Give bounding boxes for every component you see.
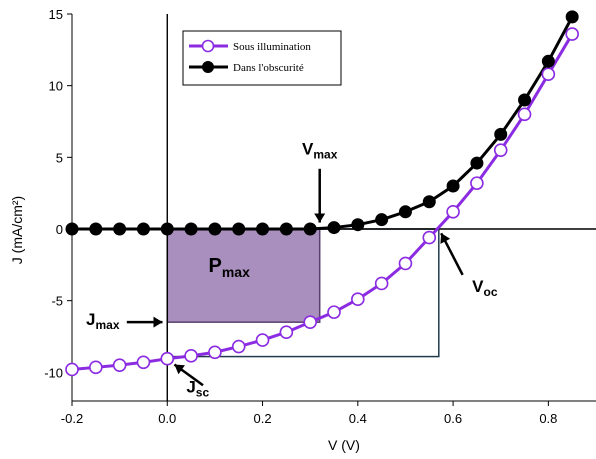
- series-markers: [65, 10, 579, 377]
- illumination-point: [565, 27, 579, 41]
- legend: Sous illumination Dans l'obscurité: [182, 30, 342, 86]
- legend-label-dark: Dans l'obscurité: [233, 62, 304, 74]
- dark-point: [279, 222, 293, 236]
- y-tick-label: 0: [56, 222, 63, 237]
- annotations: Vmax Jmax Voc Jsc: [86, 139, 498, 399]
- dark-point: [470, 156, 484, 170]
- illumination-point: [351, 292, 365, 307]
- illumination-point: [493, 143, 508, 157]
- x-tick-label: 0.0: [158, 411, 176, 426]
- illumination-point: [112, 358, 127, 372]
- dark-point: [256, 222, 270, 236]
- voc-arrow-head: [440, 233, 451, 244]
- x-tick-label: 0.2: [254, 411, 272, 426]
- illumination-point: [136, 355, 151, 370]
- plot-area: Pmax Vmax Jmax Voc Jsc: [65, 10, 596, 406]
- dark-point: [351, 218, 365, 232]
- jsc-arrow-head: [174, 364, 185, 375]
- dark-point: [89, 222, 103, 236]
- illumination-point: [231, 339, 246, 354]
- x-tick-label: -0.2: [61, 411, 83, 426]
- illumination-point: [279, 325, 294, 340]
- illumination-point: [470, 176, 484, 190]
- dark-point: [232, 222, 246, 236]
- x-tick-label: 0.6: [444, 411, 462, 426]
- dark-point: [422, 195, 436, 209]
- dark-point: [494, 127, 508, 141]
- dark-point: [398, 205, 412, 219]
- y-tick-labels: -10 -5 0 5 10 15: [44, 7, 63, 380]
- illumination-point: [398, 256, 413, 271]
- y-tick-label: 10: [49, 79, 63, 94]
- dark-point: [375, 213, 389, 227]
- legend-box: [182, 30, 342, 86]
- illumination-point: [303, 315, 317, 329]
- pmax-shaded-area: Pmax: [166, 228, 321, 323]
- dark-point: [303, 222, 317, 236]
- dark-point: [446, 179, 460, 193]
- illumination-point: [89, 360, 103, 375]
- dark-point: [208, 222, 222, 236]
- y-tick-label: -10: [44, 365, 63, 380]
- illumination-point: [65, 362, 79, 377]
- x-tick-label: 0.8: [539, 411, 557, 426]
- illumination-point: [184, 349, 198, 363]
- dark-point: [518, 93, 532, 107]
- vmax-label: Vmax: [302, 139, 338, 161]
- illumination-point: [327, 305, 341, 319]
- illumination-series-line: [71, 33, 574, 371]
- illumination-point: [422, 230, 437, 245]
- illumination-point: [374, 276, 389, 291]
- legend-marker-dark: [202, 61, 214, 73]
- dark-point: [184, 222, 198, 236]
- jmax-arrow-head: [153, 316, 163, 328]
- x-tick-labels: -0.2 0.0 0.2 0.4 0.6 0.8: [61, 411, 558, 426]
- dark-point: [136, 222, 150, 236]
- illumination-point: [446, 205, 460, 219]
- x-axis-title: V (V): [328, 437, 360, 453]
- x-tick-label: 0.4: [349, 411, 367, 426]
- voc-label: Voc: [472, 277, 498, 299]
- dark-point: [65, 222, 79, 236]
- dark-point: [113, 222, 127, 236]
- illumination-point: [517, 107, 532, 122]
- vmax-arrow-head: [314, 213, 326, 223]
- illumination-point: [255, 333, 270, 347]
- legend-marker-illumination: [201, 39, 215, 53]
- dark-point: [541, 54, 555, 68]
- y-tick-label: -5: [51, 294, 63, 309]
- dark-series-line: [72, 16, 574, 231]
- illumination-point: [208, 345, 222, 360]
- y-axis-title: J (mA/cm²): [9, 196, 25, 264]
- y-tick-label: 5: [56, 150, 63, 165]
- pmax-area: [166, 228, 321, 323]
- jsc-label: Jsc: [186, 377, 209, 399]
- legend-label-illumination: Sous illumination: [233, 41, 311, 53]
- jmax-label: Jmax: [86, 310, 120, 332]
- pmax-label: Pmax: [209, 255, 251, 280]
- illumination-point: [160, 351, 175, 366]
- y-tick-label: 15: [49, 7, 63, 22]
- series-lines: [71, 16, 574, 371]
- illumination-point: [541, 67, 556, 81]
- dark-point: [327, 221, 341, 235]
- dark-point: [160, 222, 174, 236]
- dark-point: [565, 10, 579, 24]
